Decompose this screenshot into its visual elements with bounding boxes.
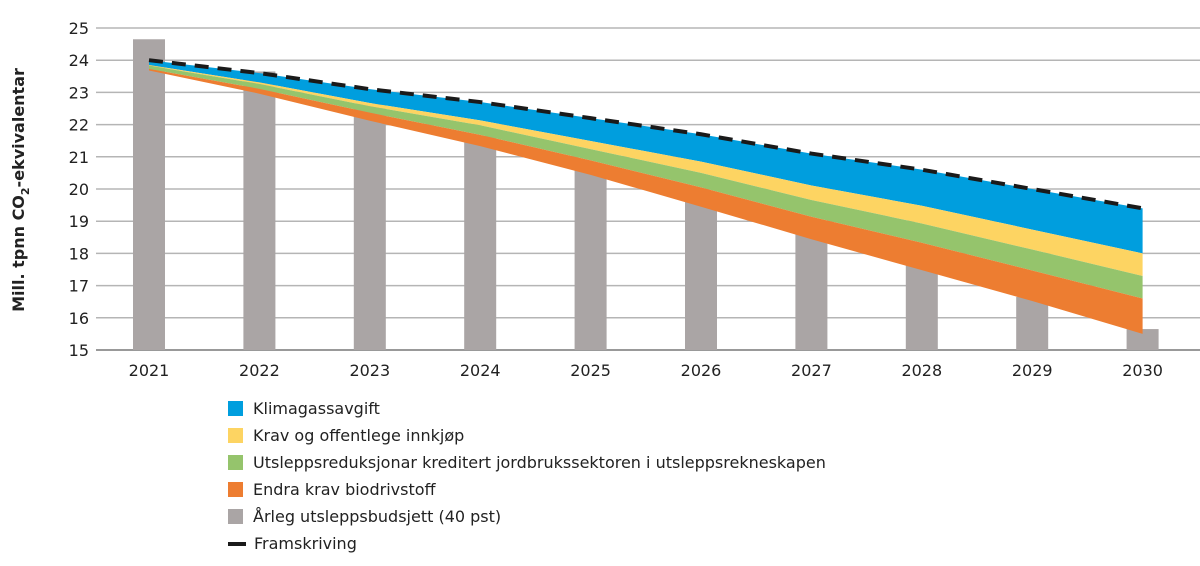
bar: [353, 103, 386, 350]
x-tick-label: 2025: [570, 361, 611, 380]
legend-swatch: [228, 455, 243, 470]
legend-label: Utsleppsreduksjonar kreditert jordbrukss…: [253, 453, 826, 472]
x-tick-label: 2021: [129, 361, 170, 380]
legend-label: Endra krav biodrivstoff: [253, 480, 436, 499]
x-tick-label: 2029: [1012, 361, 1053, 380]
y-tick-label: 21: [69, 148, 89, 167]
legend-item: Klimagassavgift: [228, 395, 826, 422]
bar: [795, 232, 828, 350]
legend-item: Utsleppsreduksjonar kreditert jordbrukss…: [228, 449, 826, 476]
y-axis-label: Mill. tpnn CO2-ekvivalentar: [9, 68, 32, 312]
bar: [243, 71, 276, 350]
y-tick-label: 15: [69, 341, 89, 360]
y-tick-label: 24: [69, 51, 89, 70]
y-tick-label: 18: [69, 244, 89, 263]
area-klimagassavgift: [149, 60, 1143, 254]
x-tick-label: 2028: [901, 361, 942, 380]
legend-item: Krav og offentlege innkjøp: [228, 422, 826, 449]
x-tick-label: 2027: [791, 361, 832, 380]
y-tick-label: 22: [69, 116, 89, 135]
legend-item: Framskriving: [228, 530, 826, 557]
bar: [133, 39, 165, 351]
legend-label: Framskriving: [254, 534, 357, 553]
legend-label: Klimagassavgift: [253, 399, 380, 418]
y-tick-label: 25: [69, 19, 89, 38]
legend: Klimagassavgift Krav og offentlege innkj…: [228, 395, 826, 557]
legend-dash: [228, 541, 246, 546]
legend-label: Krav og offentlege innkjøp: [253, 426, 465, 445]
legend-item: Årleg utsleppsbudsjett (40 pst): [228, 503, 826, 530]
y-tick-label: 16: [69, 309, 89, 328]
x-tick-label: 2023: [349, 361, 390, 380]
x-tick-label: 2022: [239, 361, 280, 380]
bar: [1016, 296, 1049, 350]
bar: [905, 264, 938, 350]
legend-swatch: [228, 509, 243, 524]
framskriving-line: [148, 58, 1143, 211]
y-tick-label: 23: [69, 83, 89, 102]
y-tick-label: 17: [69, 277, 89, 296]
bar: [1126, 329, 1159, 350]
legend-label: Årleg utsleppsbudsjett (40 pst): [253, 507, 502, 526]
y-tick-label: 19: [69, 212, 89, 231]
bar: [574, 168, 607, 350]
legend-swatch: [228, 428, 243, 443]
legend-swatch: [228, 401, 243, 416]
x-tick-label: 2024: [460, 361, 501, 380]
legend-swatch: [228, 482, 243, 497]
legend-item: Endra krav biodrivstoff: [228, 476, 826, 503]
x-tick-label: 2030: [1122, 361, 1163, 380]
bar: [685, 200, 717, 350]
y-tick-label: 20: [69, 180, 89, 199]
bar: [464, 135, 497, 350]
x-tick-label: 2026: [681, 361, 722, 380]
